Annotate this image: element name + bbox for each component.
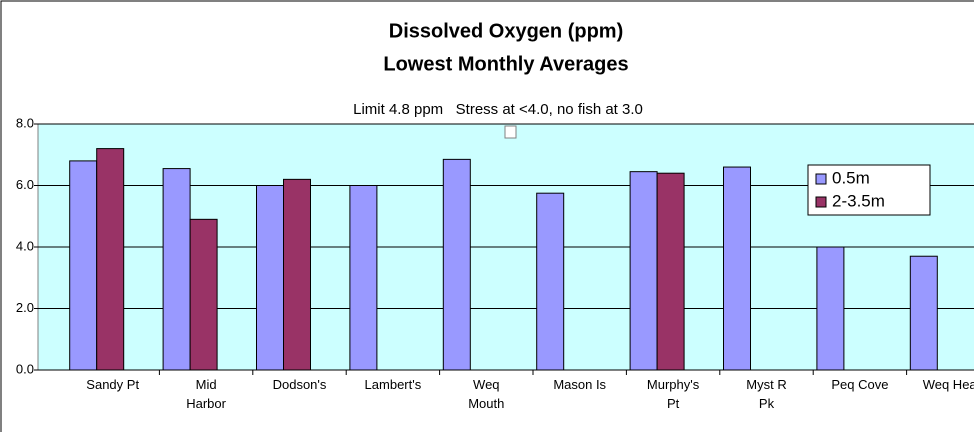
bar	[442, 158, 471, 371]
y-tick-label: 8.0	[16, 115, 34, 130]
y-tick-label: 0.0	[16, 361, 34, 376]
bar	[256, 185, 284, 371]
bar	[656, 172, 685, 371]
bar	[283, 178, 311, 371]
y-tick-label: 4.0	[16, 238, 34, 253]
legend-label: 0.5m	[832, 168, 870, 187]
legend-swatch	[815, 196, 827, 208]
x-tick-label: Lambert's	[364, 377, 422, 392]
bar	[349, 185, 378, 371]
bar	[536, 192, 565, 371]
bar	[162, 168, 191, 371]
legend	[807, 164, 931, 216]
x-tick-label: Weq Mouth	[468, 377, 505, 411]
bar	[96, 148, 125, 371]
bar	[629, 171, 658, 371]
x-tick-label: Myst R Pk	[746, 377, 787, 411]
x-tick-label: Dodson's	[272, 377, 327, 392]
x-tick-label: Mason Is	[553, 377, 607, 392]
chart-subtitle: Lowest Monthly Averages	[383, 53, 628, 75]
bar	[909, 255, 938, 371]
bar	[189, 218, 218, 371]
legend-label: 2-3.5m	[832, 191, 885, 210]
x-tick-label: Mid Harbor	[186, 377, 226, 411]
x-tick-label: Peq Cove	[831, 377, 889, 392]
bar	[816, 246, 845, 371]
x-tick-label: Sandy Pt	[86, 377, 140, 392]
legend-swatch	[815, 173, 827, 185]
chart-title: Dissolved Oxygen (ppm)	[389, 20, 624, 42]
marker-box	[504, 125, 517, 139]
y-tick-label: 6.0	[16, 177, 34, 192]
x-tick-label: Murphy's Pt	[646, 377, 700, 411]
x-tick-label: Weq Head	[922, 377, 974, 392]
bar	[69, 160, 98, 371]
annotation: Limit 4.8 ppm Stress at <4.0, no fish at…	[353, 101, 643, 118]
y-tick-label: 2.0	[16, 300, 34, 315]
bar	[723, 166, 751, 371]
